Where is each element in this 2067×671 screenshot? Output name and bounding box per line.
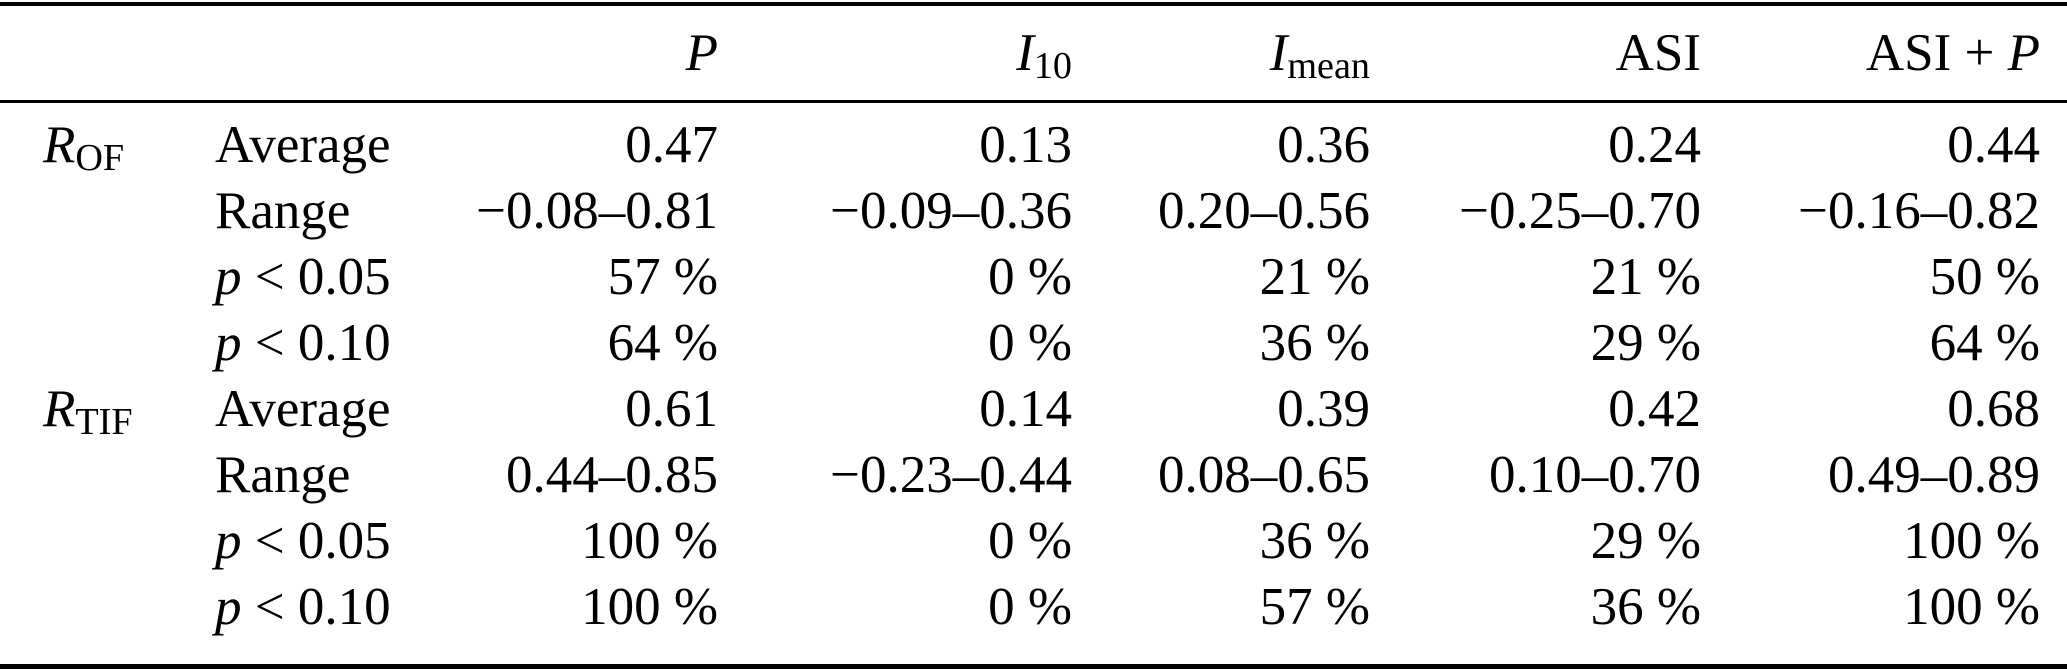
value-cell: 0.13 [979, 116, 1072, 174]
value-cell: 29 % [1590, 314, 1701, 372]
row-group-label [0, 574, 215, 667]
header-row: P I10 Imean ASI ASI + P [0, 4, 2067, 103]
label-ASI: ASI [1865, 24, 1952, 82]
value-cell: 64 % [1929, 314, 2040, 372]
table-row-ROF-p005: p < 0.05 57 % 0 % 21 % 21 % 50 % [0, 244, 2067, 310]
value-cell: 0 % [988, 248, 1072, 306]
stat-label: Range [215, 178, 475, 244]
value-cell: 100 % [1903, 512, 2040, 570]
value-cell: 0.42 [1608, 380, 1701, 438]
value-cell: 100 % [1903, 578, 2040, 636]
table-row-ROF-range: Range −0.08–0.81 −0.09–0.36 0.20–0.56 −0… [0, 178, 2067, 244]
row-group-label: RTIF [0, 376, 215, 442]
subscript-TIF: TIF [75, 401, 133, 444]
value-cell: 0.08–0.65 [1158, 446, 1370, 504]
stat-text: Range [215, 446, 351, 504]
row-group-label [0, 244, 215, 310]
value-cell: −0.25–0.70 [1459, 182, 1701, 240]
table-row-RTIF-range: Range 0.44–0.85 −0.23–0.44 0.08–0.65 0.1… [0, 442, 2067, 508]
value-cell: −0.08–0.81 [476, 182, 718, 240]
var-p: p [215, 248, 242, 306]
value-cell: 0 % [988, 578, 1072, 636]
stat-text: < 0.05 [241, 248, 391, 306]
value-cell: 36 % [1259, 512, 1370, 570]
stat-text: < 0.05 [241, 512, 391, 570]
col-header-ASI: ASI [1370, 4, 1701, 103]
value-cell: 0.47 [625, 116, 718, 174]
value-cell: 21 % [1590, 248, 1701, 306]
value-cell: 50 % [1929, 248, 2040, 306]
value-cell: −0.09–0.36 [830, 182, 1072, 240]
value-cell: 0.39 [1277, 380, 1370, 438]
value-cell: 36 % [1590, 578, 1701, 636]
value-cell: 0 % [988, 512, 1072, 570]
row-group-label [0, 178, 215, 244]
table-row-ROF-p010: p < 0.10 64 % 0 % 36 % 29 % 64 % [0, 310, 2067, 376]
stat-label: Average [215, 376, 475, 442]
value-cell: 0.24 [1608, 116, 1701, 174]
table-row-ROF-average: ROF Average 0.47 0.13 0.36 0.24 0.44 [0, 102, 2067, 179]
value-cell: 100 % [581, 512, 718, 570]
col-header-ASI-plus-P: ASI + P [1701, 4, 2067, 103]
var-p: p [215, 512, 242, 570]
var-P: P [685, 24, 718, 82]
var-P: P [2007, 24, 2040, 82]
header-empty-group-cell [0, 4, 215, 103]
value-cell: 57 % [1259, 578, 1370, 636]
stat-label: p < 0.10 [215, 310, 475, 376]
var-I: I [1269, 24, 1288, 82]
value-cell: 21 % [1259, 248, 1370, 306]
var-p: p [215, 314, 242, 372]
stat-label: p < 0.05 [215, 244, 475, 310]
col-header-Imean: Imean [1072, 4, 1370, 103]
col-header-P: P [475, 4, 718, 103]
var-R: R [43, 116, 76, 174]
value-cell: 57 % [607, 248, 718, 306]
row-group-label [0, 442, 215, 508]
value-cell: 0.36 [1277, 116, 1370, 174]
value-cell: 0.68 [1947, 380, 2040, 438]
label-ASI: ASI [1615, 24, 1701, 82]
value-cell: 0.61 [625, 380, 718, 438]
stat-text: Range [215, 182, 351, 240]
var-R: R [43, 380, 76, 438]
subscript-OF: OF [75, 137, 125, 180]
stat-text: < 0.10 [241, 314, 391, 372]
col-header-I10: I10 [718, 4, 1072, 103]
value-cell: 0.20–0.56 [1158, 182, 1370, 240]
stat-label: Average [215, 102, 475, 179]
stat-text: Average [215, 380, 391, 438]
plus-sign: + [1951, 24, 2008, 82]
table-row-RTIF-p005: p < 0.05 100 % 0 % 36 % 29 % 100 % [0, 508, 2067, 574]
stat-text: Average [215, 116, 391, 174]
value-cell: 0.14 [979, 380, 1072, 438]
row-group-label [0, 508, 215, 574]
value-cell: 0.44 [1947, 116, 2040, 174]
stat-label: p < 0.05 [215, 508, 475, 574]
stat-label: Range [215, 442, 475, 508]
row-group-label [0, 310, 215, 376]
stat-text: < 0.10 [241, 578, 391, 636]
value-cell: −0.16–0.82 [1798, 182, 2040, 240]
value-cell: 29 % [1590, 512, 1701, 570]
value-cell: 0.10–0.70 [1489, 446, 1701, 504]
row-group-label: ROF [0, 102, 215, 179]
table-row-RTIF-p010: p < 0.10 100 % 0 % 57 % 36 % 100 % [0, 574, 2067, 667]
value-cell: 0 % [988, 314, 1072, 372]
value-cell: 64 % [607, 314, 718, 372]
subscript-mean: mean [1287, 45, 1370, 88]
var-p: p [215, 578, 242, 636]
value-cell: 0.44–0.85 [506, 446, 718, 504]
value-cell: 36 % [1259, 314, 1370, 372]
subscript-10: 10 [1033, 45, 1072, 88]
var-I: I [1016, 24, 1034, 82]
stat-label: p < 0.10 [215, 574, 475, 667]
value-cell: 0.49–0.89 [1828, 446, 2040, 504]
table-row-RTIF-average: RTIF Average 0.61 0.14 0.39 0.42 0.68 [0, 376, 2067, 442]
value-cell: 100 % [581, 578, 718, 636]
header-empty-stat-cell [215, 4, 475, 103]
value-cell: −0.23–0.44 [830, 446, 1072, 504]
